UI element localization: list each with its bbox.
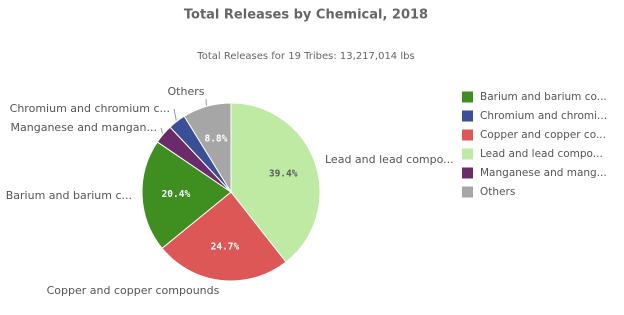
legend-label: Lead and lead compo... — [480, 148, 603, 160]
legend-label: Others — [480, 186, 515, 198]
chart-subtitle: Total Releases for 19 Tribes: 13,217,014… — [196, 51, 414, 62]
value-label: 8.8% — [204, 133, 227, 144]
legend-swatch — [462, 129, 473, 141]
legend-label: Manganese and mang... — [480, 167, 607, 179]
leader-line — [173, 108, 177, 121]
leader-line — [160, 127, 164, 134]
slice-label: Copper and copper compounds — [47, 284, 220, 297]
slice-label: Lead and lead compo... — [325, 153, 454, 166]
value-label: 39.4% — [269, 168, 298, 179]
value-label: 24.7% — [211, 241, 240, 252]
legend-swatch — [462, 148, 473, 160]
legend-swatch — [462, 110, 473, 122]
legend-label: Chromium and chromi... — [480, 110, 607, 122]
legend-label: Barium and barium co... — [480, 91, 607, 103]
slice-label: Others — [168, 85, 205, 98]
pie-slice — [183, 102, 232, 194]
legend-swatch — [462, 167, 473, 179]
pie-slice — [161, 191, 287, 282]
slice-label: Barium and barium c... — [6, 189, 132, 202]
pie-slice — [141, 141, 232, 250]
chart-title: Total Releases by Chemical, 2018 — [184, 8, 428, 23]
legend-swatch — [462, 186, 473, 198]
slice-label: Manganese and mangan... — [11, 121, 157, 134]
value-label: 20.4% — [162, 189, 191, 200]
pie-slice — [230, 102, 321, 263]
legend-swatch — [462, 91, 473, 103]
legend-label: Copper and copper co... — [480, 129, 606, 141]
slice-label: Chromium and chromium c... — [10, 102, 170, 115]
